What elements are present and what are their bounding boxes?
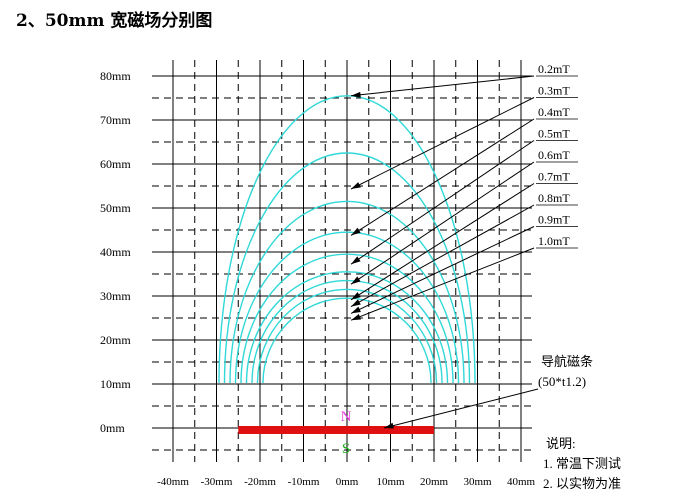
leader-arrowhead — [351, 276, 361, 285]
leader-arrowhead — [351, 306, 361, 314]
north-pole-label: N — [341, 409, 352, 425]
magnet-label: 导航磁条 — [541, 354, 593, 369]
x-axis: -40mm -30mm -20mm -10mm 0mm 10mm 20mm 30mm 40mm — [157, 476, 535, 488]
notes-heading: 说明: — [546, 436, 576, 451]
note-item: 2. 以实物为准 — [543, 476, 621, 491]
leader-line — [350, 97, 535, 190]
grid — [152, 60, 532, 462]
y-tick-label: 40mm — [100, 245, 131, 259]
field-line-0.4mT — [229, 200, 465, 384]
leader-line — [350, 140, 535, 265]
field-line-0.3mT — [223, 152, 471, 384]
leader-line — [350, 247, 535, 321]
note-item: 1. 常温下测试 — [543, 456, 621, 471]
magnet-leader-line — [383, 388, 539, 429]
y-tick-label: 70mm — [100, 113, 131, 127]
y-tick-label: 10mm — [100, 377, 131, 391]
leader-arrowhead — [351, 91, 361, 98]
field-lines — [218, 95, 476, 384]
leader-arrowhead — [351, 227, 361, 236]
magnet-spec: (50*t1.2) — [538, 374, 586, 389]
y-tick-label: 0mm — [100, 421, 125, 435]
notes: 说明: 1. 常温下测试 2. 以实物为准 — [543, 436, 621, 491]
leader-line — [350, 204, 535, 308]
y-tick-label: 20mm — [100, 333, 131, 347]
field-label: 0.4mT — [538, 105, 570, 119]
leader-line — [350, 118, 535, 236]
y-tick-label: 60mm — [100, 157, 131, 171]
x-tick-label: -30mm — [201, 476, 233, 488]
field-label: 0.7mT — [538, 170, 570, 184]
field-label: 0.6mT — [538, 148, 570, 162]
field-line-1.0mT — [262, 297, 432, 384]
field-label: 0.9mT — [538, 213, 570, 227]
x-tick-label: 40mm — [507, 476, 536, 488]
leader-arrowhead — [351, 292, 361, 300]
field-line-0.7mT — [245, 271, 449, 384]
leader-arrowhead — [351, 182, 361, 189]
field-label: 0.5mT — [538, 127, 570, 141]
south-pole-label: S — [342, 441, 350, 457]
field-line-0.8mT — [251, 279, 443, 384]
y-tick-label: 50mm — [100, 201, 131, 215]
magnet-leader-arrowhead — [384, 422, 394, 429]
x-tick-label: 30mm — [463, 476, 492, 488]
leader-lines — [350, 75, 535, 321]
field-label: 0.3mT — [538, 84, 570, 98]
field-label: 0.8mT — [538, 191, 570, 205]
leader-arrowhead — [351, 313, 361, 321]
x-tick-label: -40mm — [157, 476, 189, 488]
leader-line — [350, 75, 535, 97]
field-label: 1.0mT — [538, 234, 570, 248]
x-tick-label: 0mm — [336, 476, 359, 488]
leader-line — [350, 183, 535, 301]
leader-arrowhead — [351, 256, 361, 265]
x-tick-label: 10mm — [376, 476, 405, 488]
field-labels: 0.2mT 0.3mT 0.4mT 0.5mT 0.6mT 0.7mT 0.8mT 0.9mT… — [536, 62, 578, 249]
y-tick-label: 80mm — [100, 69, 131, 83]
x-tick-label: -10mm — [288, 476, 320, 488]
page-title: 2、50mm 宽磁场分别图 — [16, 11, 213, 31]
x-tick-label: -20mm — [244, 476, 276, 488]
leader-arrowhead — [351, 299, 361, 307]
magnet-strip — [238, 426, 434, 434]
magnet-strip-group: N S 导航磁条 (50*t1.2) — [238, 354, 593, 457]
y-tick-label: 30mm — [100, 289, 131, 303]
field-line-0.9mT — [256, 288, 438, 384]
y-axis: 80mm 70mm 60mm 50mm 40mm 30mm 20mm 10mm 0mm — [100, 69, 131, 435]
leader-line — [350, 226, 535, 314]
field-line-0.2mT — [218, 95, 476, 384]
x-tick-label: 20mm — [420, 476, 449, 488]
field-label: 0.2mT — [538, 62, 570, 76]
field-line-0.6mT — [240, 253, 454, 384]
leader-line — [350, 161, 535, 285]
field-line-0.5mT — [234, 231, 460, 384]
